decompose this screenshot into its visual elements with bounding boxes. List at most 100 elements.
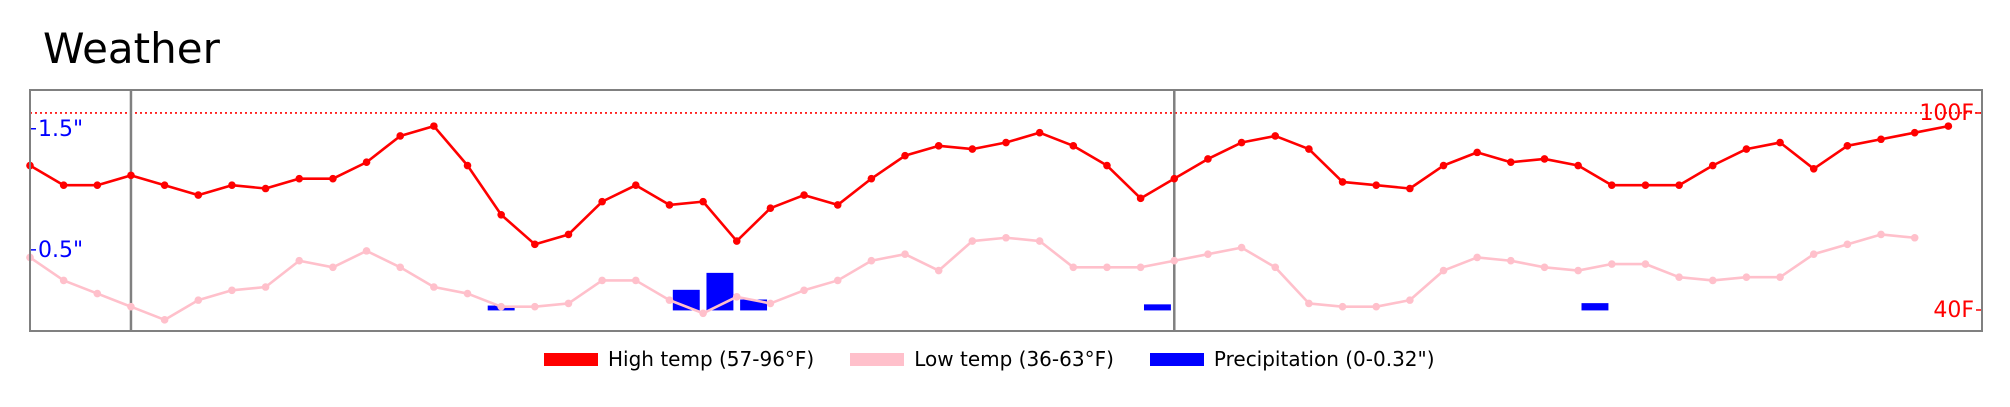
low-temp-point-16 [564, 299, 573, 308]
low-temp-point-10 [362, 247, 371, 255]
high-temp-point-19 [665, 201, 674, 209]
low-temp-point-7 [261, 283, 270, 291]
low-temp-point-12 [430, 283, 438, 291]
low-temp-point-32 [1103, 263, 1111, 272]
low-temp-point-47 [1607, 260, 1616, 268]
low-temp-point-22 [766, 299, 775, 308]
low-temp-point-44 [1507, 256, 1515, 265]
high-temp-point-17 [598, 197, 606, 206]
precip-bar-4 [1143, 304, 1171, 311]
low-temp-point-40 [1372, 302, 1381, 311]
high-temp-point-32 [1103, 161, 1111, 170]
high-temp-point-55 [1877, 135, 1885, 144]
high-temp-point-10 [362, 158, 371, 167]
high-temp-point-52 [1776, 138, 1784, 147]
high-temp-point-42 [1439, 161, 1448, 170]
low-temp-point-5 [194, 296, 203, 304]
low-temp-point-20 [699, 309, 707, 318]
high-temp-point-34 [1170, 174, 1179, 183]
high-temp-point-16 [564, 230, 573, 239]
high-temp-point-28 [968, 145, 977, 153]
low-temp-point-43 [1473, 253, 1481, 262]
low-temp-point-49 [1675, 273, 1683, 281]
low-temp-point-34 [1170, 256, 1179, 265]
high-temp-point-54 [1843, 142, 1852, 150]
plot-frame [29, 89, 1983, 332]
low-temp-point-33 [1136, 263, 1145, 272]
low-temp-point-23 [800, 286, 808, 295]
legend-item-precip: Precipitation (0-0.32") [1149, 347, 1435, 371]
low-temp-point-52 [1776, 273, 1784, 281]
high-temp-point-6 [228, 181, 236, 190]
high-temp-point-47 [1607, 181, 1616, 190]
legend-swatch-precip [1149, 352, 1204, 366]
high-temp-point-57 [1944, 122, 1953, 130]
high-temp-point-40 [1372, 181, 1381, 190]
low-temp-line [29, 233, 1915, 322]
legend-swatch-low [850, 352, 905, 366]
low-temp-point-4 [160, 316, 169, 324]
high-temp-point-12 [430, 122, 438, 130]
low-temp-point-55 [1877, 230, 1885, 239]
low-temp-point-51 [1742, 273, 1751, 281]
high-temp-point-44 [1507, 158, 1515, 167]
high-temp-point-31 [1069, 142, 1078, 150]
high-temp-point-20 [699, 197, 707, 206]
low-temp-point-8 [295, 256, 304, 265]
high-temp-point-5 [194, 191, 203, 199]
low-temp-point-54 [1843, 240, 1852, 249]
high-temp-point-4 [160, 181, 169, 190]
low-temp-point-50 [1708, 276, 1717, 285]
high-temp-point-14 [497, 210, 505, 219]
low-temp-point-25 [867, 256, 876, 265]
high-temp-point-25 [867, 174, 876, 183]
legend-label-low: Low temp (36-63°F) [914, 347, 1114, 371]
low-temp-point-27 [934, 266, 943, 275]
low-temp-point-19 [665, 296, 674, 304]
low-temp-point-13 [463, 289, 472, 298]
low-temp-point-24 [833, 276, 842, 285]
high-temp-point-37 [1271, 132, 1280, 140]
low-temp-point-1 [59, 276, 68, 285]
low-temp-point-30 [1035, 237, 1044, 245]
low-temp-point-36 [1237, 243, 1246, 252]
low-temp-point-31 [1069, 263, 1078, 272]
legend-item-high: High temp (57-96°F) [544, 347, 814, 371]
low-temp-point-38 [1305, 299, 1313, 308]
high-temp-point-22 [766, 204, 775, 213]
low-temp-point-6 [228, 286, 236, 295]
low-temp-point-41 [1406, 296, 1414, 304]
high-temp-point-8 [295, 174, 304, 183]
high-temp-point-35 [1204, 155, 1212, 163]
high-temp-point-43 [1473, 148, 1481, 157]
high-temp-point-13 [463, 161, 472, 170]
legend-label-high: High temp (57-96°F) [608, 347, 815, 371]
precip-bar-3 [740, 299, 768, 311]
legend: High temp (57-96°F) Low temp (36-63°F) P… [544, 344, 1471, 374]
low-temp-point-39 [1338, 302, 1347, 311]
high-temp-point-2 [93, 181, 102, 190]
precip-tick-label-1: 1.5" [38, 117, 83, 142]
high-temp-point-38 [1305, 145, 1313, 153]
high-temp-point-30 [1035, 128, 1044, 137]
high-temp-line [29, 124, 1949, 246]
low-temp-point-2 [93, 289, 102, 298]
precip-tick-label-0: 0.5" [38, 238, 83, 263]
high-temp-point-50 [1708, 161, 1717, 170]
high-temp-point-26 [901, 151, 909, 160]
low-temp-point-26 [901, 250, 909, 258]
low-temp-point-17 [598, 276, 606, 285]
high-temp-point-36 [1237, 138, 1246, 147]
low-temp-point-18 [631, 276, 640, 285]
low-temp-point-3 [127, 302, 135, 311]
low-temp-point-53 [1809, 250, 1818, 258]
high-temp-point-23 [800, 191, 808, 199]
high-temp-point-56 [1910, 128, 1919, 137]
high-temp-point-29 [1002, 138, 1010, 147]
high-temp-point-33 [1136, 194, 1145, 203]
high-temp-point-3 [127, 171, 135, 180]
low-temp-point-21 [732, 293, 741, 301]
high-temp-point-9 [329, 174, 337, 183]
low-temp-point-11 [396, 263, 405, 272]
